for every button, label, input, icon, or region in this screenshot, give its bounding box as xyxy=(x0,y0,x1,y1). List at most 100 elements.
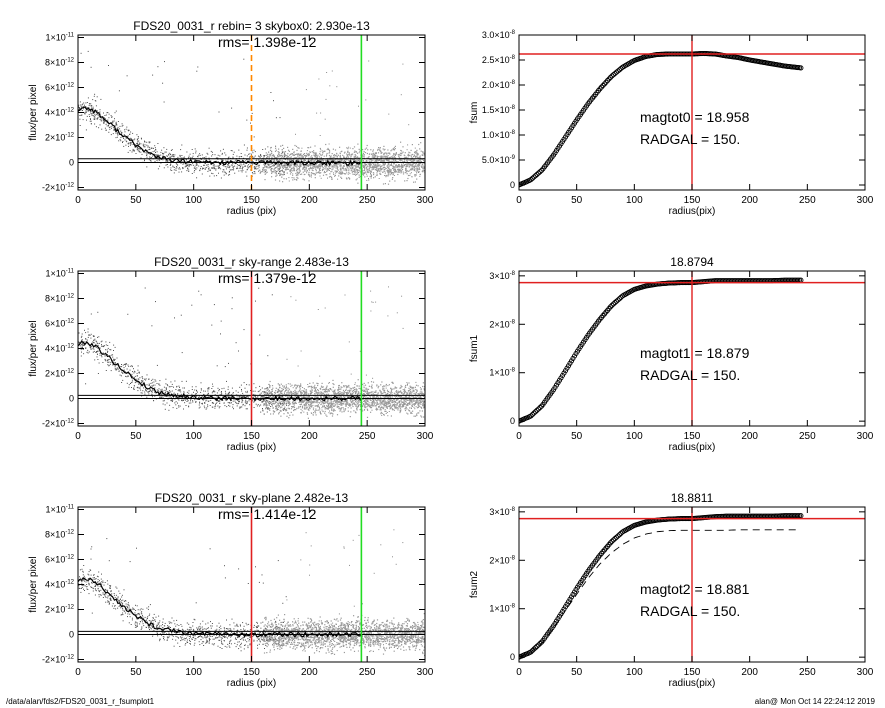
scatter-point xyxy=(316,112,318,114)
scatter-point xyxy=(394,148,396,150)
scatter-point xyxy=(137,390,139,392)
scatter-point xyxy=(372,377,374,379)
scatter-point xyxy=(292,154,294,156)
scatter-point xyxy=(363,393,365,395)
scatter-point xyxy=(122,364,124,366)
scatter-point xyxy=(311,161,313,163)
scatter-point xyxy=(218,165,220,167)
scatter-point xyxy=(251,160,253,162)
scatter-point xyxy=(144,159,145,161)
scatter-point xyxy=(137,136,139,137)
scatter-point xyxy=(91,105,93,106)
scatter-point xyxy=(417,165,419,167)
scatter-point xyxy=(368,60,370,62)
scatter-point xyxy=(396,396,397,397)
scatter-point xyxy=(321,394,323,396)
scatter-point xyxy=(93,109,95,111)
scatter-point xyxy=(350,157,352,159)
scatter-point xyxy=(278,152,280,154)
scatter-point xyxy=(87,336,89,338)
scatter-point xyxy=(108,358,110,360)
scatter-point xyxy=(368,179,370,181)
scatter-point xyxy=(317,171,319,174)
scatter-point xyxy=(210,160,212,162)
scatter-point xyxy=(352,403,354,405)
y-tick-label: 4×10-12 xyxy=(45,108,75,118)
scatter-point xyxy=(281,395,283,397)
scatter-point xyxy=(248,384,250,386)
scatter-point xyxy=(225,398,227,400)
scatter-point xyxy=(85,111,87,113)
scatter-point xyxy=(121,123,123,125)
scatter-point xyxy=(374,155,376,157)
x-tick-label: 100 xyxy=(185,195,202,206)
scatter-point xyxy=(146,166,148,168)
scatter-point xyxy=(84,112,86,114)
scatter-point xyxy=(394,161,396,163)
curve-point xyxy=(532,173,539,179)
scatter-point xyxy=(130,143,132,145)
scatter-point xyxy=(304,170,306,172)
scatter-point xyxy=(357,385,359,387)
scatter-point xyxy=(334,389,336,391)
scatter-point xyxy=(99,109,101,111)
scatter-point xyxy=(329,151,331,153)
scatter-point xyxy=(331,178,333,180)
scatter-point xyxy=(111,125,113,127)
scatter-point xyxy=(282,172,285,174)
scatter-point xyxy=(372,149,374,151)
scatter-point xyxy=(90,66,92,68)
scatter-point xyxy=(308,157,310,159)
scatter-point xyxy=(221,396,223,398)
scatter-point xyxy=(335,159,337,161)
scatter-point xyxy=(339,172,341,174)
scatter-point xyxy=(253,166,255,168)
scatter-point xyxy=(281,157,283,159)
scatter-point xyxy=(231,402,232,404)
scatter-point xyxy=(392,172,394,174)
scatter-point xyxy=(140,151,142,153)
scatter-point xyxy=(153,381,155,383)
scatter-point xyxy=(329,157,332,159)
scatter-point xyxy=(417,154,419,156)
scatter-point xyxy=(359,350,361,352)
scatter-point xyxy=(335,167,337,169)
scatter-point xyxy=(366,169,368,171)
scatter-point xyxy=(334,160,336,162)
scatter-point xyxy=(350,164,352,166)
scatter-point xyxy=(87,50,89,52)
x-tick-label: 0 xyxy=(516,195,522,206)
scatter-point xyxy=(301,390,303,392)
scatter-point xyxy=(269,155,271,157)
scatter-point xyxy=(324,118,326,120)
scatter-point xyxy=(398,164,400,166)
scatter-point xyxy=(217,154,219,156)
scatter-point xyxy=(121,371,123,373)
scatter-point xyxy=(386,153,388,155)
scatter-point xyxy=(388,166,390,167)
scatter-point xyxy=(402,327,404,329)
scatter-point xyxy=(292,157,294,159)
scatter-point xyxy=(357,160,359,162)
scatter-point xyxy=(419,175,421,177)
scatter-point xyxy=(298,147,300,149)
scatter-point xyxy=(355,401,357,403)
curve-point xyxy=(607,74,614,80)
scatter-point xyxy=(367,171,369,173)
scatter-point xyxy=(232,393,234,395)
scatter-point xyxy=(405,163,407,165)
scatter-point xyxy=(411,167,413,169)
scatter-point xyxy=(413,406,415,408)
scatter-point xyxy=(308,401,309,403)
scatter-point xyxy=(327,396,328,398)
scatter-point xyxy=(199,406,201,408)
scatter-point xyxy=(363,165,365,167)
scatter-point xyxy=(98,342,100,344)
scatter-point xyxy=(308,397,310,398)
scatter-point xyxy=(90,110,92,112)
scatter-point xyxy=(332,156,334,158)
scatter-point xyxy=(233,151,235,153)
scatter-point xyxy=(90,123,92,125)
scatter-point xyxy=(295,403,297,404)
scatter-point xyxy=(263,164,266,166)
